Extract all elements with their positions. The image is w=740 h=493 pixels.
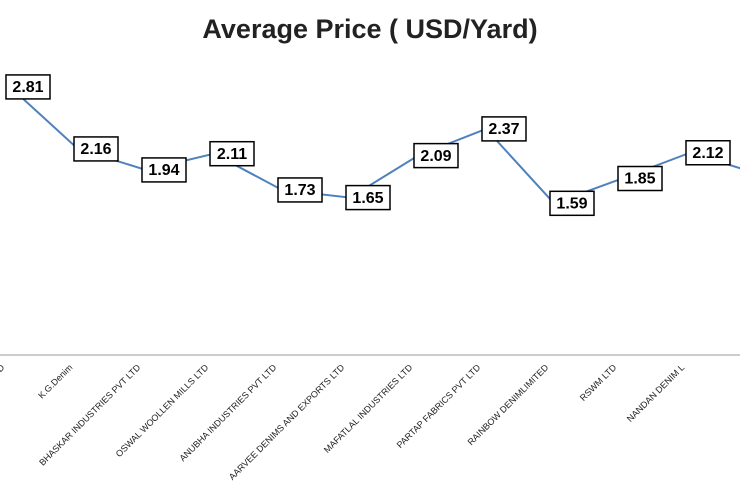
x-tick-label: RAINBOW DENIMLIMITED: [466, 362, 551, 447]
value-label-box: [5, 74, 51, 100]
value-label: 2.37: [488, 121, 519, 138]
value-label: 2.11: [217, 146, 247, 163]
value-label: 2.12: [692, 145, 723, 162]
value-label-box: [413, 142, 459, 169]
value-label-box: [549, 190, 595, 217]
value-label-box: [209, 140, 255, 167]
value-label: 1.65: [352, 190, 383, 207]
x-tick-label: I COTTON MILLS LTD: [0, 362, 7, 433]
value-label: 2.09: [420, 148, 451, 165]
value-label-box: [345, 184, 391, 211]
value-label-box: [73, 136, 119, 162]
value-label: 1.59: [556, 196, 587, 213]
value-label-box: [481, 116, 527, 142]
x-tick-label: AARVEE DENIMS AND EXPORTS LTD: [227, 362, 347, 482]
value-label: 1.85: [624, 171, 655, 188]
value-label: 1.73: [284, 182, 315, 199]
x-tick-label: NANDAN DENIM L: [625, 362, 687, 424]
value-label-box: [277, 177, 323, 203]
value-label-box: [685, 140, 731, 166]
value-label-box: [617, 165, 663, 192]
value-label-box: [141, 157, 187, 183]
x-tick-label: RSWM LTD: [578, 362, 619, 403]
value-label: 2.16: [80, 141, 111, 158]
chart-title: Average Price ( USD/Yard): [202, 14, 537, 44]
value-label: 1.94: [148, 162, 179, 179]
value-label: 2.81: [12, 79, 43, 96]
x-tick-label: K.G.Denim: [36, 362, 74, 400]
